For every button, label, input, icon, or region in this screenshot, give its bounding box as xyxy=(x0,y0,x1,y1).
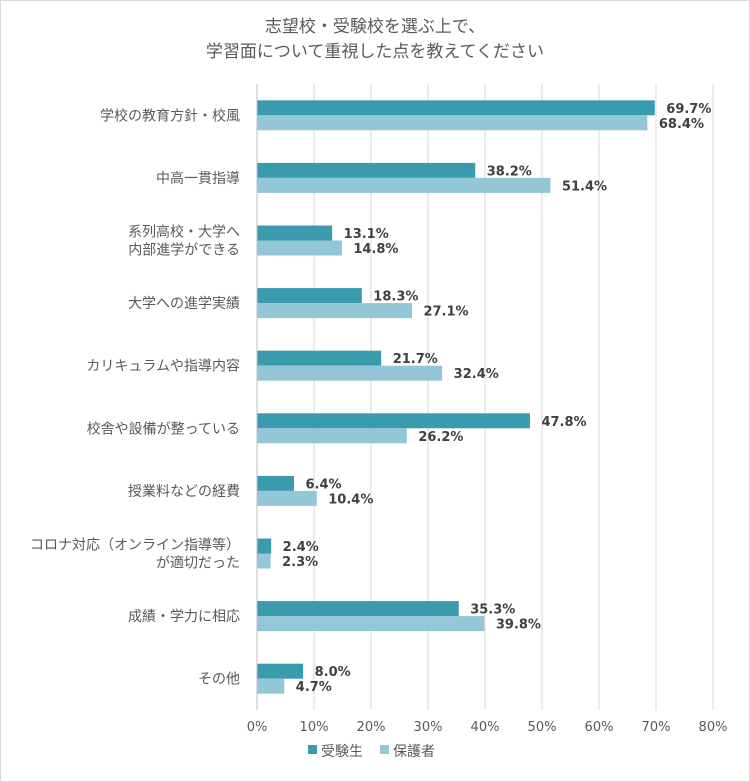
category-label-10: その他 xyxy=(198,672,240,688)
category-label-8-line-2: が適切だった xyxy=(156,555,240,572)
x-tick-label-40: 40% xyxy=(471,720,500,735)
bar-parent-2 xyxy=(257,177,551,193)
category-label-9: 成績・学力に相応 xyxy=(128,609,240,625)
data-label-parent-3: 14.8% xyxy=(353,242,398,257)
data-label-parent-2: 51.4% xyxy=(562,179,607,194)
category-label-2: 中高一貫指導 xyxy=(156,170,240,187)
category-label-1: 学校の教育方針・校風 xyxy=(100,107,240,124)
bar-student-7 xyxy=(257,475,294,491)
chart-title-line-2: 学習面について重視した点を教えてください xyxy=(205,42,545,62)
bar-student-10 xyxy=(257,663,304,679)
data-label-student-6: 47.8% xyxy=(541,415,586,430)
category-label-4: 大学への進学実績 xyxy=(128,296,240,312)
bar-parent-5 xyxy=(257,365,443,381)
category-label-8-line-1: コロナ対応（オンライン指導等） xyxy=(30,537,240,554)
x-tick-label-0: 0% xyxy=(247,720,268,735)
data-label-parent-8: 2.3% xyxy=(282,555,318,570)
data-label-student-5: 21.7% xyxy=(393,352,438,367)
x-tick-label-20: 20% xyxy=(357,720,386,735)
category-label-5: カリキュラムや指導内容 xyxy=(86,358,240,375)
legend-swatch-students xyxy=(308,745,317,754)
bar-parent-9 xyxy=(257,616,485,632)
data-label-parent-10: 4.7% xyxy=(296,680,332,695)
chart-title-line-1: 志望校・受験校を選ぶ上で、 xyxy=(264,17,486,37)
x-tick-label-60: 60% xyxy=(585,720,614,735)
bar-parent-7 xyxy=(257,490,317,506)
category-label-7: 授業料などの経費 xyxy=(128,484,240,500)
data-label-student-10: 8.0% xyxy=(315,665,351,680)
data-label-parent-7: 10.4% xyxy=(328,492,373,507)
legend-label-parents: 保護者 xyxy=(393,744,435,760)
category-label-3-line-1: 系列高校・大学へ xyxy=(128,224,240,241)
bar-student-9 xyxy=(257,601,459,617)
x-tick-label-70: 70% xyxy=(642,720,671,735)
bar-parent-10 xyxy=(257,678,285,694)
data-label-student-4: 18.3% xyxy=(373,290,418,305)
bar-student-3 xyxy=(257,225,333,241)
bar-parent-3 xyxy=(257,240,342,256)
data-label-parent-4: 27.1% xyxy=(423,305,468,320)
bar-student-2 xyxy=(257,162,476,178)
bar-student-4 xyxy=(257,288,362,304)
bar-student-8 xyxy=(257,538,272,554)
bar-parent-8 xyxy=(257,553,271,569)
category-label-3-line-2: 内部進学ができる xyxy=(128,243,240,259)
data-label-parent-6: 26.2% xyxy=(418,430,463,445)
data-label-student-7: 6.4% xyxy=(305,477,341,492)
data-label-student-3: 13.1% xyxy=(344,227,389,242)
bar-student-5 xyxy=(257,350,382,366)
data-label-student-2: 38.2% xyxy=(487,164,532,179)
category-label-6: 校舎や設備が整っている xyxy=(87,420,240,437)
data-label-parent-5: 32.4% xyxy=(454,367,499,382)
bar-student-1 xyxy=(257,100,655,116)
x-tick-label-80: 80% xyxy=(699,720,728,735)
legend-swatch-parents xyxy=(380,745,389,754)
bar-parent-1 xyxy=(257,115,648,131)
data-label-parent-9: 39.8% xyxy=(496,618,541,633)
legend-label-students: 受験生 xyxy=(321,744,363,760)
data-label-student-8: 2.4% xyxy=(283,540,319,555)
data-label-student-1: 69.7% xyxy=(666,102,711,117)
data-label-parent-1: 68.4% xyxy=(659,117,704,132)
bar-parent-4 xyxy=(257,303,412,319)
bar-parent-6 xyxy=(257,428,407,444)
x-tick-label-30: 30% xyxy=(414,720,443,735)
bar-student-6 xyxy=(257,413,530,429)
x-tick-label-50: 50% xyxy=(528,720,557,735)
data-label-student-9: 35.3% xyxy=(470,603,515,618)
x-tick-label-10: 10% xyxy=(300,720,329,735)
